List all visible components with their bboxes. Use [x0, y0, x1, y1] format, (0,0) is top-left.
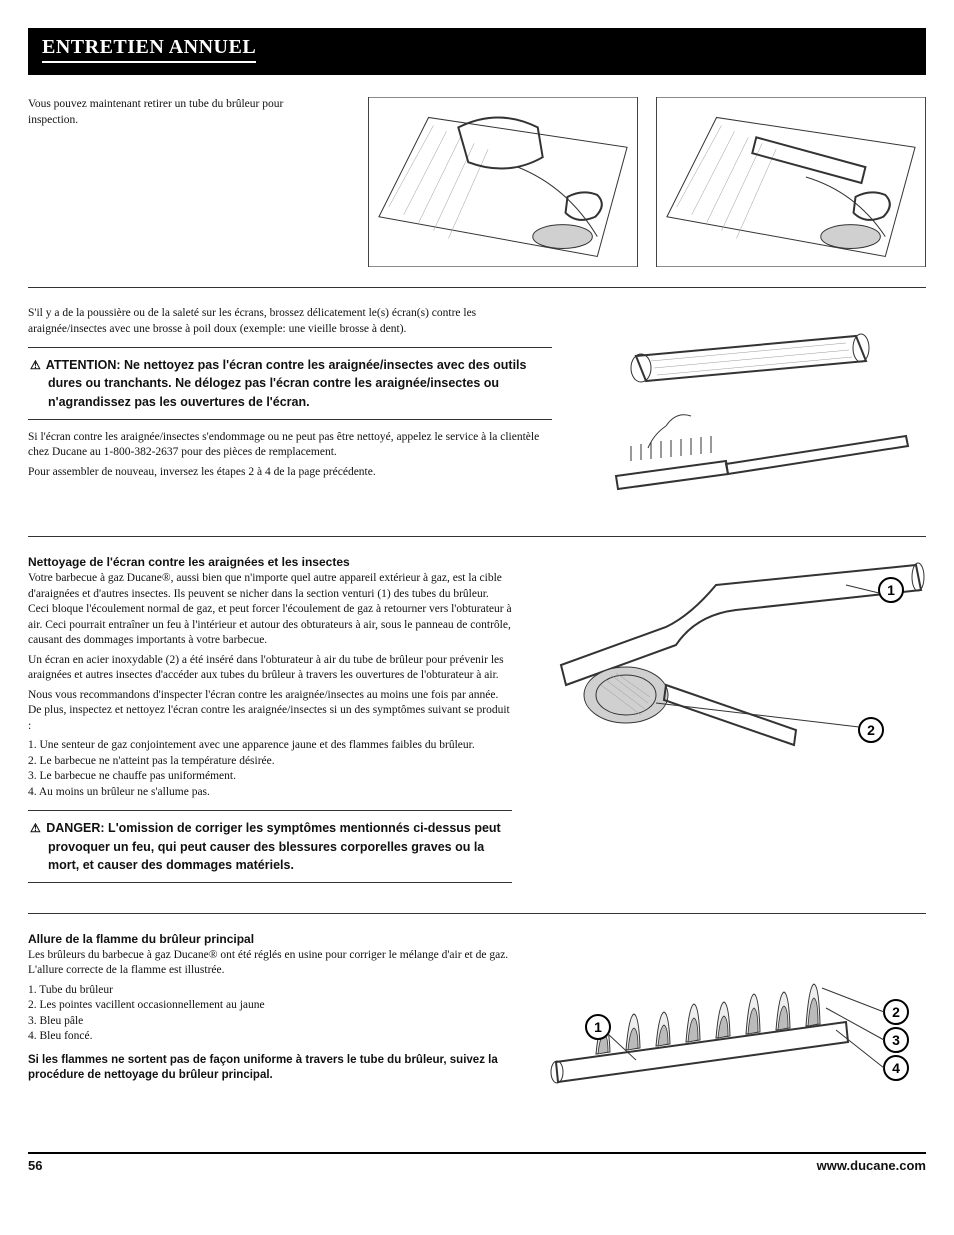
svg-text:1: 1	[594, 1019, 602, 1035]
spider-p2: Un écran en acier inoxydable (2) a été i…	[28, 653, 512, 684]
symptom-4: 4. Au moins un brûleur ne s'allume pas.	[28, 785, 512, 801]
callout-1: 1	[887, 582, 895, 598]
danger-text: ⚠ DANGER: L'omission de corriger les sym…	[30, 819, 510, 874]
svg-text:2: 2	[892, 1004, 900, 1020]
section-rule-3	[28, 913, 926, 914]
flame-item-1: 1. Tube du brûleur	[28, 983, 512, 999]
footer-url: www.ducane.com	[817, 1158, 926, 1173]
page-header: ENTRETIEN ANNUEL	[28, 28, 926, 75]
section-rule	[28, 287, 926, 288]
section-spider-screen: Nettoyage de l'écran contre les araignée…	[28, 555, 926, 893]
svg-text:4: 4	[892, 1060, 900, 1076]
symptom-3: 3. Le barbecue ne chauffe pas uniforméme…	[28, 769, 512, 785]
illustration-venturi: 1 2	[536, 555, 926, 775]
callout-2: 2	[867, 722, 875, 738]
illustration-remove-tube-2	[656, 97, 926, 267]
flame-item-4: 4. Bleu foncé.	[28, 1029, 512, 1045]
warning-icon: ⚠	[30, 821, 41, 835]
page-number: 56	[28, 1158, 42, 1173]
illustration-brush	[576, 306, 926, 516]
flame-heading: Allure de la flamme du brûleur principal	[28, 932, 512, 946]
section-brush-screen: S'il y a de la poussière ou de la saleté…	[28, 306, 926, 516]
attention-body: ATTENTION: Ne nettoyez pas l'écran contr…	[46, 358, 527, 409]
section-remove-tube: Vous pouvez maintenant retirer un tube d…	[28, 97, 926, 267]
spider-p3: Nous vous recommandons d'inspecter l'écr…	[28, 688, 512, 735]
danger-body: DANGER: L'omission de corriger les sympt…	[46, 821, 500, 872]
spider-p1: Votre barbecue à gaz Ducane®, aussi bien…	[28, 571, 512, 649]
intro-text: Vous pouvez maintenant retirer un tube d…	[28, 97, 328, 128]
illustration-flame: 1 2 3 4	[536, 932, 926, 1112]
flame-note: Si les flammes ne sortent pas de façon u…	[28, 1053, 512, 1084]
spider-heading: Nettoyage de l'écran contre les araignée…	[28, 555, 512, 569]
symptom-1: 1. Une senteur de gaz conjointement avec…	[28, 738, 512, 754]
illustration-remove-tube-1	[368, 97, 638, 267]
attention-text: ⚠ ATTENTION: Ne nettoyez pas l'écran con…	[30, 356, 550, 411]
reassemble-text: Pour assembler de nouveau, inversez les …	[28, 465, 552, 481]
section-flame-appearance: Allure de la flamme du brûleur principal…	[28, 932, 926, 1112]
symptom-2: 2. Le barbecue ne n'atteint pas la tempé…	[28, 754, 512, 770]
flame-item-2: 2. Les pointes vacillent occasionnelleme…	[28, 998, 512, 1014]
brush-intro: S'il y a de la poussière ou de la saleté…	[28, 306, 552, 337]
page-title: ENTRETIEN ANNUEL	[42, 36, 256, 63]
flame-item-3: 3. Bleu pâle	[28, 1014, 512, 1030]
warning-icon: ⚠	[30, 358, 41, 372]
flame-p1: Les brûleurs du barbecue à gaz Ducane® o…	[28, 948, 512, 979]
svg-text:3: 3	[892, 1032, 900, 1048]
attention-block: ⚠ ATTENTION: Ne nettoyez pas l'écran con…	[28, 347, 552, 420]
replacement-text: Si l'écran contre les araignée/insectes …	[28, 430, 552, 461]
section-rule-2	[28, 536, 926, 537]
page-footer: 56 www.ducane.com	[28, 1152, 926, 1173]
danger-block: ⚠ DANGER: L'omission de corriger les sym…	[28, 810, 512, 883]
